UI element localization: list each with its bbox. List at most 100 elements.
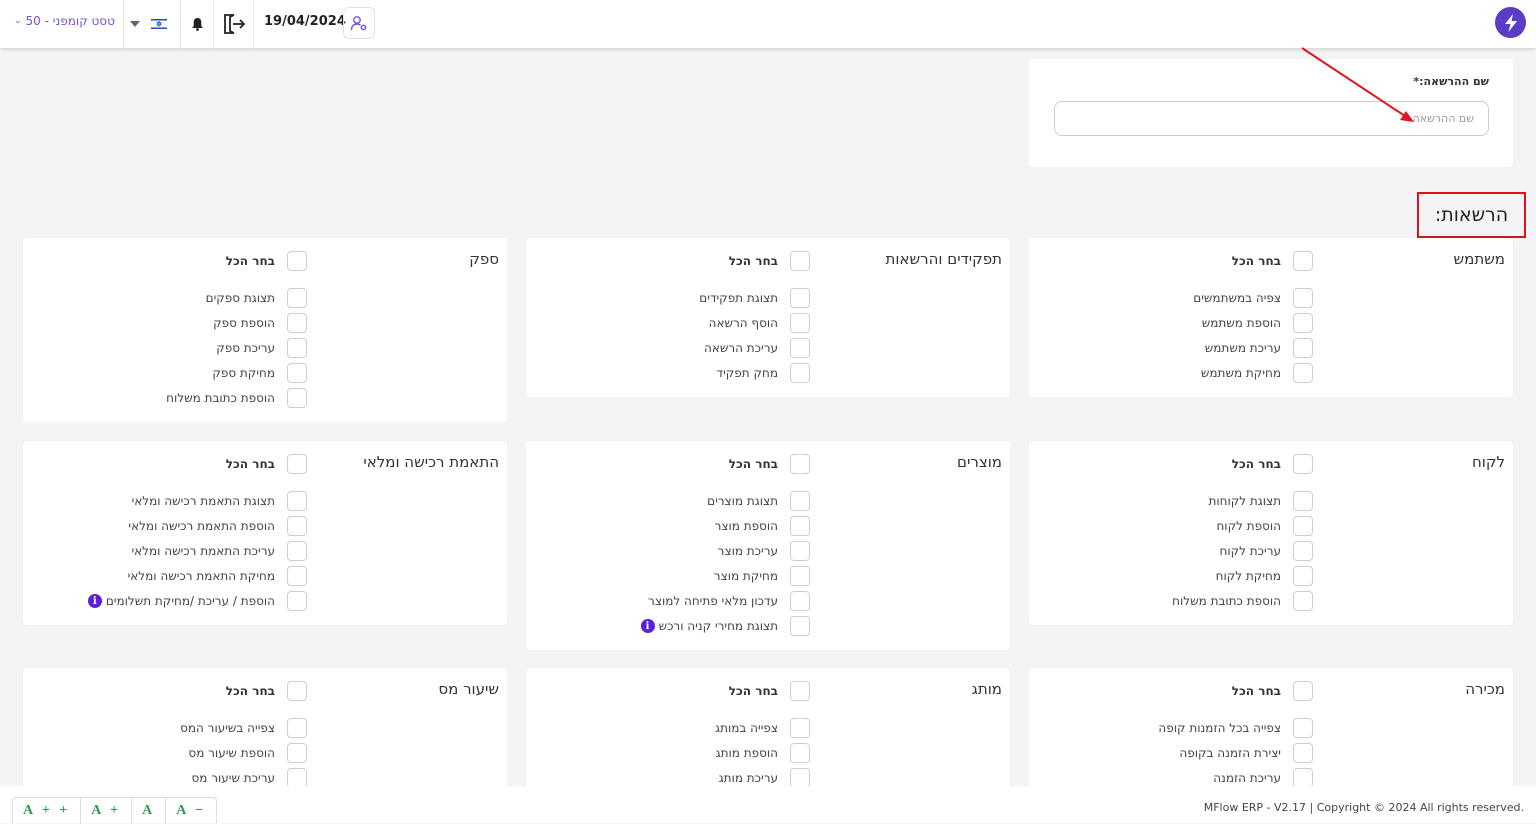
logout-icon[interactable] [221, 11, 247, 37]
permission-checkbox[interactable] [790, 743, 810, 763]
permission-row[interactable]: עדכון מלאי פתיחה למוצר [648, 591, 810, 611]
permission-checkbox[interactable] [790, 288, 810, 308]
select-all-checkbox[interactable] [790, 251, 810, 271]
permission-row[interactable]: עריכת לקוח [1220, 541, 1313, 561]
permission-checkbox[interactable] [287, 743, 307, 763]
permission-checkbox[interactable] [287, 591, 307, 611]
permission-checkbox[interactable] [1293, 541, 1313, 561]
permission-row[interactable]: תצוגת מחירי קניה ורכש i [640, 616, 810, 636]
permission-row[interactable]: הוספת ספק [213, 313, 307, 333]
permission-checkbox[interactable] [1293, 591, 1313, 611]
permission-row[interactable]: הוספת מוצר [715, 516, 810, 536]
permission-checkbox[interactable] [287, 718, 307, 738]
select-all-row[interactable]: בחר הכל [729, 251, 810, 271]
permission-row[interactable]: מחיקת לקוח [1216, 566, 1313, 586]
permission-checkbox[interactable] [790, 541, 810, 561]
permission-row[interactable]: מחיקת התאמת רכישה ומלאי [128, 566, 307, 586]
permission-row[interactable]: הוסף הרשאה [709, 313, 810, 333]
permission-row[interactable]: עריכת ספק [216, 338, 307, 358]
permission-row[interactable]: תצוגת מוצרים [707, 491, 810, 511]
permission-checkbox[interactable] [287, 541, 307, 561]
permission-checkbox[interactable] [287, 338, 307, 358]
permission-row[interactable]: עריכת משתמש [1205, 338, 1313, 358]
permission-checkbox[interactable] [790, 516, 810, 536]
select-all-checkbox[interactable] [790, 681, 810, 701]
info-icon[interactable]: i [640, 619, 655, 633]
select-all-row[interactable]: בחר הכל [226, 454, 307, 474]
permission-row[interactable]: עריכת מוצר [718, 541, 810, 561]
select-all-row[interactable]: בחר הכל [729, 454, 810, 474]
permission-row[interactable]: צפייה בשיעור המס [180, 718, 307, 738]
permission-checkbox[interactable] [1293, 491, 1313, 511]
permission-row[interactable]: הוספת כתובת משלוח [1172, 591, 1313, 611]
permission-checkbox[interactable] [790, 768, 810, 788]
permission-checkbox[interactable] [1293, 338, 1313, 358]
permission-checkbox[interactable] [1293, 516, 1313, 536]
select-all-checkbox[interactable] [287, 454, 307, 474]
font-size-xlarge-button[interactable]: A + + [13, 798, 82, 824]
permission-row[interactable]: הוספת שיעור מס [188, 743, 307, 763]
permission-row[interactable]: צפיה במשתמשים [1193, 288, 1313, 308]
select-all-row[interactable]: בחר הכל [226, 681, 307, 701]
permission-checkbox[interactable] [287, 516, 307, 536]
font-size-small-button[interactable]: A − [176, 803, 207, 818]
permission-checkbox[interactable] [1293, 313, 1313, 333]
permission-checkbox[interactable] [790, 313, 810, 333]
permission-checkbox[interactable] [287, 363, 307, 383]
permission-checkbox[interactable] [790, 591, 810, 611]
permission-row[interactable]: מחיקת ספק [212, 363, 307, 383]
permission-row[interactable]: תצוגת ספקים [206, 288, 307, 308]
permission-checkbox[interactable] [287, 313, 307, 333]
select-all-checkbox[interactable] [1293, 251, 1313, 271]
user-settings-button[interactable] [343, 7, 375, 39]
permission-row[interactable]: עריכת הרשאה [704, 338, 810, 358]
permission-row[interactable]: תצוגת תפקידים [699, 288, 810, 308]
permission-row[interactable]: צפייה במותג [715, 718, 810, 738]
select-all-row[interactable]: בחר הכל [1232, 454, 1313, 474]
permission-checkbox[interactable] [790, 718, 810, 738]
permission-checkbox[interactable] [790, 491, 810, 511]
permission-checkbox[interactable] [790, 616, 810, 636]
permission-checkbox[interactable] [287, 566, 307, 586]
select-all-row[interactable]: בחר הכל [729, 681, 810, 701]
company-selector[interactable]: ⌄ טסט קומפני - 50 [14, 14, 115, 28]
info-icon[interactable]: i [87, 594, 102, 608]
permission-row[interactable]: עריכת שיעור מס [191, 768, 307, 788]
select-all-row[interactable]: בחר הכל [1232, 251, 1313, 271]
permission-checkbox[interactable] [790, 363, 810, 383]
select-all-checkbox[interactable] [287, 251, 307, 271]
bell-icon[interactable] [187, 14, 207, 34]
permission-checkbox[interactable] [287, 491, 307, 511]
select-all-checkbox[interactable] [790, 454, 810, 474]
permission-row[interactable]: עריכת מותג [719, 768, 810, 788]
permission-checkbox[interactable] [1293, 363, 1313, 383]
font-size-normal-button[interactable]: A [132, 798, 167, 824]
permission-checkbox[interactable] [287, 288, 307, 308]
israel-flag-icon[interactable] [150, 15, 168, 33]
permission-checkbox[interactable] [287, 388, 307, 408]
permission-row[interactable]: צפייה בכל הזמנות קופה [1158, 718, 1313, 738]
permission-row[interactable]: עריכת התאמת רכישה ומלאי [131, 541, 307, 561]
select-all-row[interactable]: בחר הכל [226, 251, 307, 271]
permission-row[interactable]: תצוגת התאמת רכישה ומלאי [132, 491, 307, 511]
permission-checkbox[interactable] [1293, 566, 1313, 586]
permission-checkbox[interactable] [1293, 718, 1313, 738]
permission-row[interactable]: הוספת כתובת משלוח [166, 388, 307, 408]
permission-checkbox[interactable] [790, 566, 810, 586]
permission-row[interactable]: הוספת משתמש [1202, 313, 1313, 333]
permission-row[interactable]: עריכת הזמנה [1213, 768, 1313, 788]
permission-row[interactable]: תצוגת לקוחות [1208, 491, 1313, 511]
select-all-checkbox[interactable] [1293, 454, 1313, 474]
permission-row[interactable]: יצירת הזמנה בקופה [1179, 743, 1313, 763]
select-all-checkbox[interactable] [287, 681, 307, 701]
permission-checkbox[interactable] [287, 768, 307, 788]
permission-checkbox[interactable] [790, 338, 810, 358]
permission-checkbox[interactable] [1293, 768, 1313, 788]
permission-checkbox[interactable] [1293, 288, 1313, 308]
permission-row[interactable]: מחיקת משתמש [1201, 363, 1313, 383]
permission-row[interactable]: מחיקת מוצר [714, 566, 810, 586]
permission-row[interactable]: מחק תפקיד [717, 363, 810, 383]
permission-row[interactable]: הוספת לקוח [1216, 516, 1313, 536]
permission-row[interactable]: הוספת התאמת רכישה ומלאי [128, 516, 307, 536]
permission-row[interactable]: הוספת / עריכת /מחיקת תשלומים i [87, 591, 307, 611]
